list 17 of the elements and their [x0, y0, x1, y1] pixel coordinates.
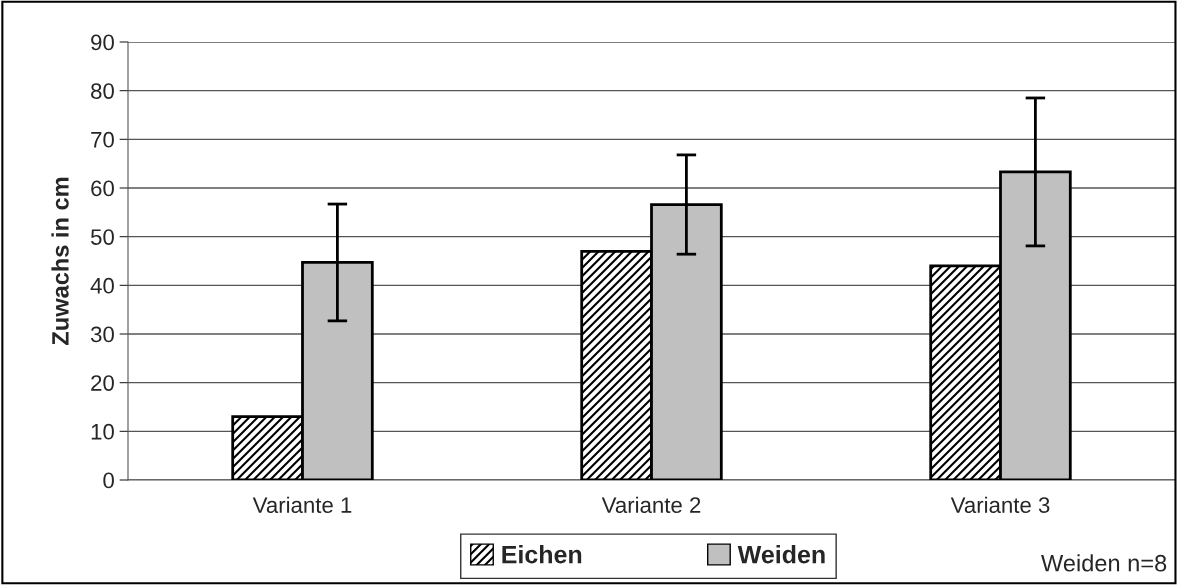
y-tick-label: 10	[91, 423, 114, 440]
y-tick-label: 30	[90, 326, 114, 343]
y-tick-label: 90	[91, 34, 114, 51]
x-tick-label: Variante 2	[601, 496, 701, 513]
x-tick-label: Variante 3	[950, 496, 1050, 513]
y-tick-label: 60	[91, 180, 114, 197]
text: Weiden n=8	[1041, 554, 1167, 572]
legend-label: Weiden	[737, 545, 825, 564]
y-tick-label: 70	[91, 131, 114, 148]
y-tick-label: 20	[91, 375, 114, 391]
y-tick-label: 50	[90, 229, 114, 245]
y-tick-label: 0	[103, 472, 114, 489]
y-tick-label: 40	[90, 277, 114, 294]
y-tick-label: 80	[91, 83, 114, 99]
legend-label: Eichen	[502, 545, 582, 564]
x-tick-label: Variante 1	[252, 496, 352, 513]
y-axis-title: Zuwachs in cm	[51, 177, 69, 345]
